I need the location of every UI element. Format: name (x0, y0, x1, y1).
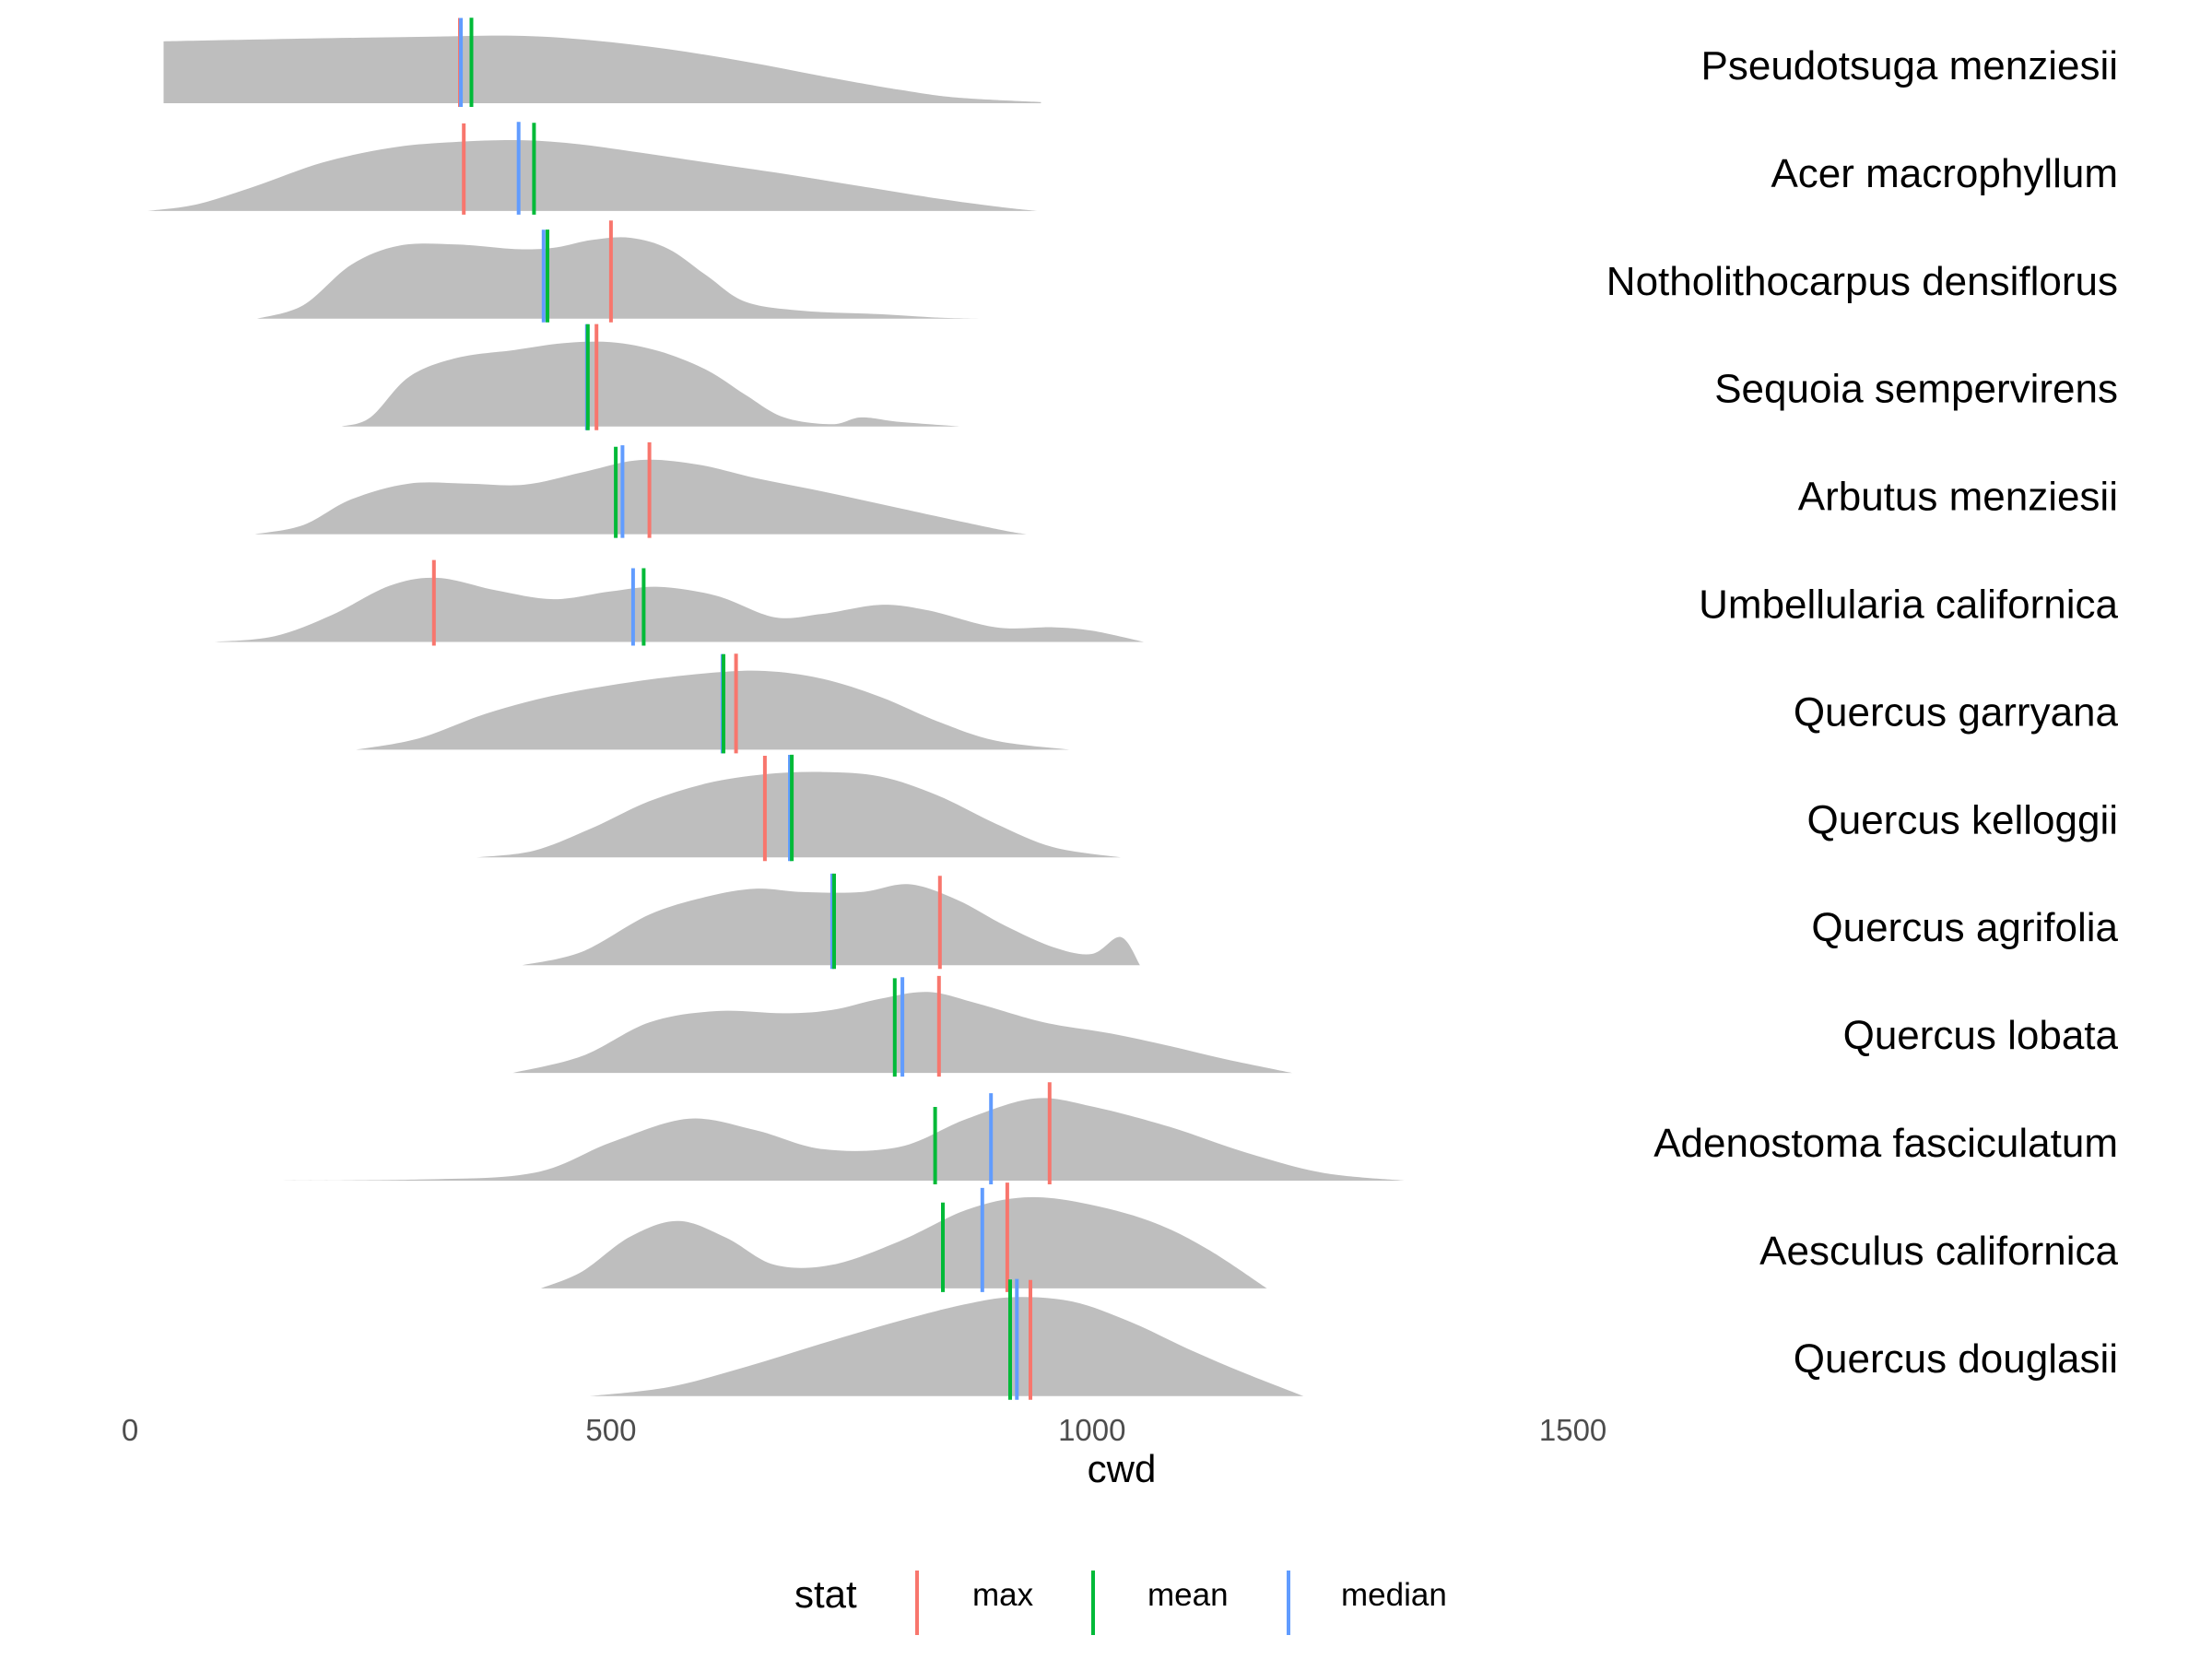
ridge-group: Quercus agrifolia (522, 873, 2119, 970)
species-label: Adenostoma fasciculatum (1653, 1121, 2118, 1166)
species-label: Arbutus menziesii (1798, 475, 2118, 520)
legend-label-max: max (972, 1577, 1034, 1613)
x-tick-label: 1000 (1058, 1413, 1125, 1447)
legend-label-mean: mean (1147, 1577, 1229, 1613)
density-ridge (256, 237, 984, 319)
species-label: Quercus kelloggii (1807, 797, 2119, 842)
x-tick-label: 500 (585, 1413, 636, 1447)
species-label: Quercus garryana (1794, 689, 2119, 735)
ridge-group: Quercus douglasii (589, 1278, 2118, 1400)
ridge-group: Sequoia sempervirens (341, 324, 2118, 430)
ridge-group: Quercus lobata (512, 975, 2119, 1077)
x-axis-title: cwd (1088, 1447, 1157, 1490)
species-label: Quercus lobata (1843, 1013, 2119, 1058)
ridge-group: Quercus garryana (356, 653, 2119, 754)
species-label: Pseudotsuga menziesii (1701, 43, 2118, 88)
density-ridge (589, 1297, 1304, 1396)
legend-title: stat (794, 1572, 857, 1616)
x-tick-label: 1500 (1539, 1413, 1606, 1447)
ridge-group: Arbutus menziesii (254, 441, 2118, 538)
species-label: Quercus agrifolia (1811, 905, 2118, 950)
ridge-group: Adenostoma fasciculatum (245, 1082, 2118, 1184)
ridge-group: Quercus kelloggii (476, 754, 2119, 862)
species-label: Umbellularia californica (1699, 582, 2118, 628)
species-label: Notholithocarpus densiflorus (1606, 259, 2118, 304)
ridge-group: Acer macrophyllum (147, 122, 2118, 215)
legend: stat max mean median (794, 1571, 1447, 1635)
density-ridge (214, 577, 1145, 642)
density-ridge (540, 1196, 1267, 1288)
legend-label-median: median (1341, 1577, 1447, 1613)
density-ridge (476, 771, 1122, 858)
ridge-group: Umbellularia californica (214, 559, 2119, 646)
density-ridge (245, 1098, 1405, 1181)
density-ridge (147, 139, 1038, 211)
density-ridge (254, 459, 1027, 535)
ridge-group: Aesculus californica (540, 1182, 2119, 1292)
density-ridge (163, 35, 1041, 103)
ridge-group: Notholithocarpus densiflorus (256, 220, 2118, 323)
species-label: Acer macrophyllum (1771, 151, 2118, 196)
x-tick-label: 0 (122, 1413, 138, 1447)
species-label: Aesculus californica (1759, 1229, 2118, 1274)
density-ridge (356, 670, 1070, 750)
density-ridge (341, 341, 959, 427)
ridges-layer: Pseudotsuga menziesii Acer macrophyllum No… (147, 18, 2119, 1400)
x-axis-ticks: 0 500 1000 1500 (122, 1413, 1606, 1447)
species-label: Quercus douglasii (1794, 1336, 2118, 1382)
ridge-group: Pseudotsuga menziesii (163, 18, 2118, 107)
species-label: Sequoia sempervirens (1714, 367, 2118, 412)
